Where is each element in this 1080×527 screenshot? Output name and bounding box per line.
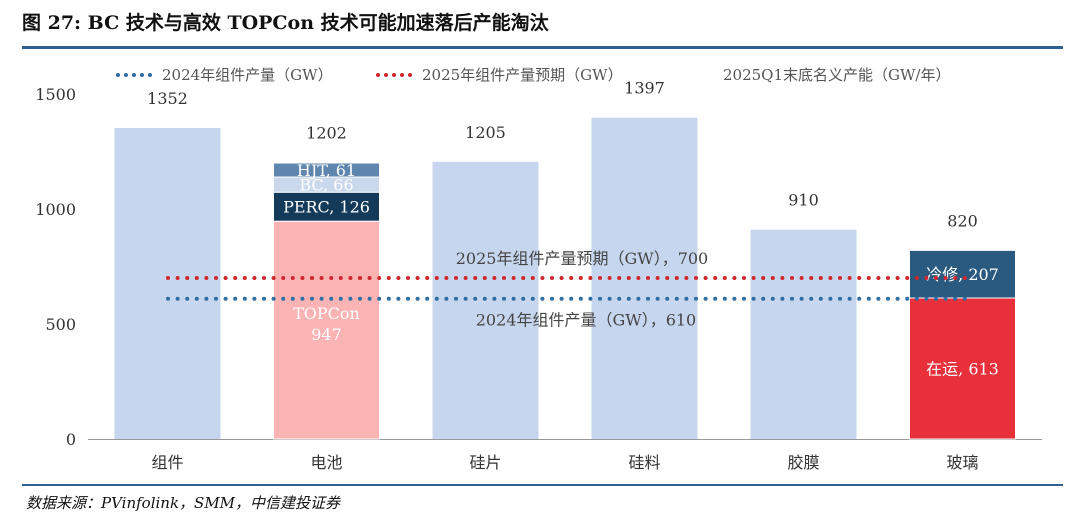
reference-label-700: 2025年组件产量预期（GW），700 <box>456 249 709 268</box>
segment-label-hjt: HJT, 61 <box>297 161 356 180</box>
bar-value-label: 1352 <box>147 89 188 108</box>
bar-segment-topcon <box>273 220 380 440</box>
legend-label-2: 2025年组件产量预期（GW） <box>422 66 623 84</box>
y-tick-label: 1000 <box>35 200 76 219</box>
y-tick-label: 500 <box>45 315 76 334</box>
title-divider <box>22 46 1063 49</box>
legend-label-1: 2024年组件产量（GW） <box>162 66 333 84</box>
bar-value-label: 1397 <box>624 79 665 98</box>
bar-value-label: 820 <box>947 211 978 230</box>
bar-segment-在运 <box>909 297 1016 440</box>
x-tick-label: 硅料 <box>628 453 660 472</box>
bar-1 <box>114 128 221 440</box>
reference-label-610: 2024年组件产量（GW），610 <box>476 311 697 330</box>
y-tick-label: 1500 <box>35 85 76 104</box>
segment-label-冷修: 冷修, 207 <box>926 265 999 284</box>
segment-label-bc: BC, 66 <box>299 176 353 195</box>
chart-title: 图 27: BC 技术与高效 TOPCon 技术可能加速落后产能淘汰 <box>22 12 549 34</box>
bar-value-label: 1205 <box>465 123 506 142</box>
bar-segment-冷修 <box>909 249 1016 299</box>
x-tick-label: 胶膜 <box>787 453 819 472</box>
y-tick-label: 0 <box>66 430 76 449</box>
legend-label-3: 2025Q1末底名义产能（GW/年） <box>723 66 950 84</box>
bar-segment-hjt <box>273 162 380 178</box>
segment-label-在运: 在运, 613 <box>926 360 999 379</box>
bar-value-label: 1202 <box>306 124 347 143</box>
x-tick-label: 硅片 <box>469 453 501 472</box>
segment-label-topcon: TOPCon 947 <box>293 304 360 344</box>
x-tick-label: 玻璃 <box>946 453 978 472</box>
bar-value-label: 910 <box>788 191 819 210</box>
x-tick-label: 电池 <box>310 453 342 472</box>
footer-divider <box>22 484 1063 486</box>
x-tick-label: 组件 <box>151 453 183 472</box>
bar-5 <box>750 229 857 439</box>
segment-label-perc: PERC, 126 <box>283 198 370 217</box>
source-note: 数据来源：PVinfolink，SMM，中信建投证券 <box>26 494 341 512</box>
bar-4 <box>591 117 698 439</box>
